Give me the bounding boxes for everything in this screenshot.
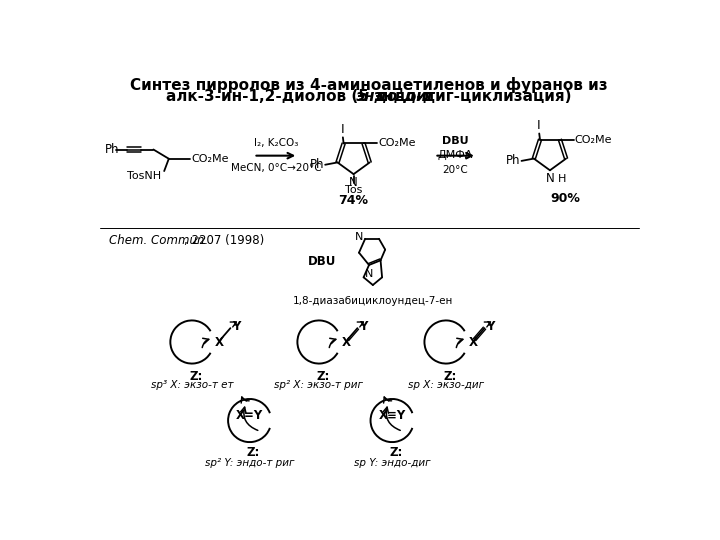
Text: sp Y: эндо-диг: sp Y: эндо-диг — [354, 457, 431, 468]
Text: Y: Y — [486, 320, 495, 333]
Text: I: I — [341, 123, 344, 136]
Text: алк-3-ин-1,2-диолов (5 эндо-диг-циклизация): алк-3-ин-1,2-диолов (5 эндо-диг-циклизац… — [166, 90, 572, 104]
Text: CO₂Me: CO₂Me — [378, 138, 415, 149]
Text: sp X: экзо-диг: sp X: экзо-диг — [408, 381, 484, 390]
Text: ДМФА: ДМФА — [438, 150, 473, 160]
Text: MeCN, 0°C→20°C: MeCN, 0°C→20°C — [230, 164, 321, 173]
Text: I₂, K₂CO₃: I₂, K₂CO₃ — [253, 138, 298, 148]
Text: H: H — [558, 174, 566, 184]
Text: , 2207 (1998): , 2207 (1998) — [184, 234, 264, 247]
Text: X: X — [342, 335, 351, 348]
Text: X: X — [469, 335, 478, 348]
Text: Z:: Z: — [189, 370, 202, 383]
Text: 90%: 90% — [550, 192, 580, 205]
Text: CO₂Me: CO₂Me — [191, 154, 229, 164]
Text: Ph: Ph — [310, 158, 325, 171]
Text: Синтез пирролов из 4-аминоацетиленов и фуранов из: Синтез пирролов из 4-аминоацетиленов и ф… — [130, 77, 608, 93]
Text: I: I — [536, 119, 540, 132]
Text: Z:: Z: — [444, 370, 456, 383]
Text: Ph: Ph — [506, 154, 521, 167]
Text: CO₂Me: CO₂Me — [575, 134, 612, 145]
Text: sp³ X: экзо-т ет: sp³ X: экзо-т ет — [150, 381, 233, 390]
Text: X: X — [215, 335, 224, 348]
Text: X=Y: X=Y — [236, 409, 264, 422]
Text: 20°C: 20°C — [442, 165, 468, 175]
Text: X≡Y: X≡Y — [379, 409, 406, 422]
Text: Chem. Commun.: Chem. Commun. — [109, 234, 208, 247]
Text: Tos: Tos — [345, 185, 362, 195]
Text: N: N — [546, 172, 554, 185]
Text: N: N — [365, 269, 373, 279]
Text: N: N — [354, 232, 363, 242]
Text: эндо-диг: эндо-диг — [356, 90, 435, 104]
Text: 74%: 74% — [338, 194, 369, 207]
Text: sp² X: экзо-т риг: sp² X: экзо-т риг — [274, 381, 364, 390]
Text: Ph: Ph — [105, 143, 120, 156]
Text: Z:: Z: — [316, 370, 330, 383]
Text: TosNH: TosNH — [127, 171, 161, 181]
Text: Z:: Z: — [247, 446, 260, 459]
Text: Y: Y — [232, 320, 240, 333]
Text: DBU: DBU — [307, 255, 336, 268]
Text: Y: Y — [359, 320, 367, 333]
Text: DBU: DBU — [442, 137, 469, 146]
Text: sp² Y: эндо-т риг: sp² Y: эндо-т риг — [205, 457, 294, 468]
Text: N: N — [349, 176, 358, 188]
Text: Z:: Z: — [390, 446, 402, 459]
Text: 1,8-диазабициклоундец-7-ен: 1,8-диазабициклоундец-7-ен — [292, 296, 453, 306]
